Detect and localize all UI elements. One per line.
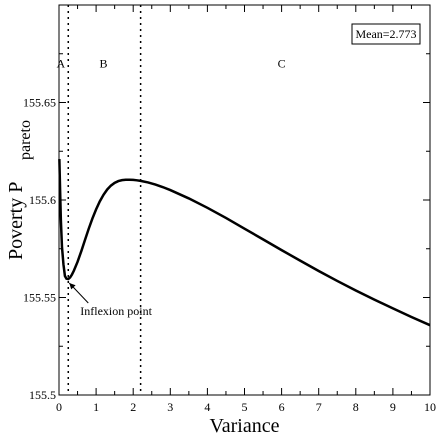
x-tick-label: 4 — [204, 400, 210, 414]
poverty-curve — [58, 159, 431, 327]
y-axis-title-main: Poverty P — [5, 182, 27, 260]
y-tick-label: 155.55 — [23, 291, 56, 305]
y-tick-label: 155.5 — [29, 388, 56, 402]
tick-group: 0 1 2 3 4 5 6 7 8 9 10 155.5 155.55 155.6 155.65 — [23, 4, 436, 414]
x-tick-label: 8 — [353, 400, 359, 414]
x-tick-label: 1 — [93, 400, 99, 414]
x-tick-label: 6 — [279, 400, 285, 414]
region-labels: A B C — [57, 57, 286, 71]
x-tick-label: 5 — [242, 400, 248, 414]
mean-box-frame — [351, 23, 421, 45]
x-axis-title: Variance — [210, 415, 280, 436]
annotation-arrowhead — [69, 283, 76, 290]
region-label-b: B — [100, 57, 108, 71]
mean-value-label: Mean=2.773 — [355, 27, 416, 41]
region-label-a: A — [57, 57, 66, 71]
mean-box: Mean=2.773 — [351, 23, 421, 45]
x-tick-label: 2 — [130, 400, 136, 414]
y-axis-title: Poverty P pareto — [5, 120, 34, 260]
y-tick-label: 155.6 — [29, 193, 56, 207]
y-tick-label: 155.65 — [23, 96, 56, 110]
x-tick-label: 0 — [56, 400, 62, 414]
x-tick-label: 10 — [424, 400, 436, 414]
inflexion-annotation: Inflexion point — [68, 282, 153, 318]
x-tick-label: 7 — [316, 400, 322, 414]
divider-lines — [67, 5, 142, 395]
x-tick-label: 9 — [390, 400, 396, 414]
region-label-c: C — [278, 57, 286, 71]
annotation-label: Inflexion point — [80, 304, 152, 318]
y-axis-title-subscript: pareto — [17, 120, 34, 160]
plot-frame — [58, 4, 431, 396]
x-tick-label: 3 — [167, 400, 173, 414]
